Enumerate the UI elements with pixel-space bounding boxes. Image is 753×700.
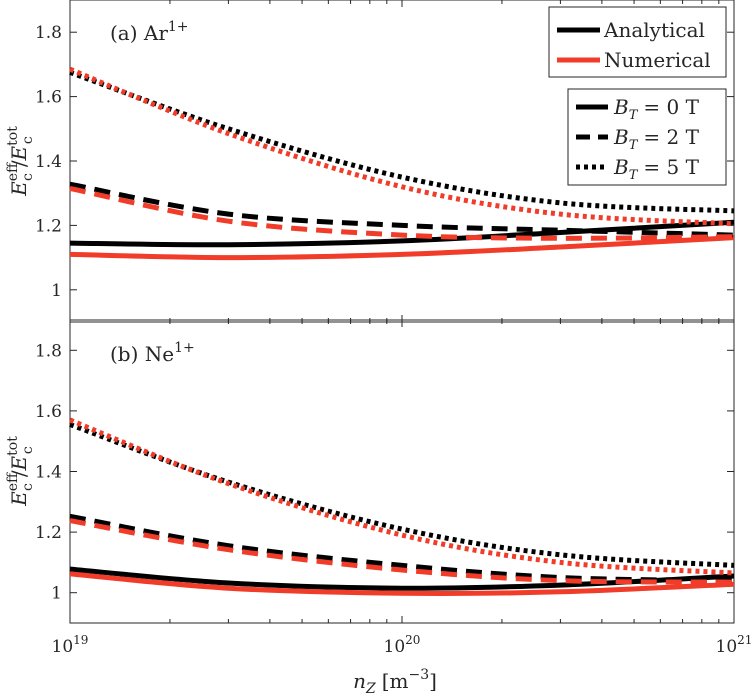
y-tick-label: 1.2 <box>35 216 62 236</box>
series-line-numerical-dash <box>69 518 735 585</box>
panel-b-y-ticks: 1 1.2 1.4 1.6 1.8 <box>35 320 735 623</box>
panel-a: 1 1.2 1.4 1.6 1.8 (a) Ar1+ Eeffc/Etotc Analy… <box>5 0 735 323</box>
x-ticks: 1019 1020 1021 <box>52 633 753 657</box>
legend-model: Analytical Numerical <box>548 6 727 78</box>
series-line-analytical-dash <box>69 181 735 238</box>
legend-numerical-label: Numerical <box>604 48 711 72</box>
panel-b-series <box>69 417 735 597</box>
series-line-analytical-dot <box>69 70 735 214</box>
x-tick-label-1e21: 1021 <box>716 633 753 657</box>
panel-b: 1 1.2 1.4 1.6 1.8 (b) Ne1+ Eeffc/Etotc 1019 … <box>5 319 753 697</box>
series-line-numerical-dot <box>69 417 735 576</box>
panel-b-y-label: Eeffc/Etotc <box>5 436 36 507</box>
series-line-numerical-solid <box>69 235 735 261</box>
y-tick-label: 1.6 <box>35 88 62 108</box>
legend-model-box <box>548 6 727 78</box>
panel-a-series <box>69 66 735 261</box>
y-tick-label: 1.2 <box>35 523 62 543</box>
y-tick-label: 1.4 <box>35 463 62 483</box>
series-line-analytical-dot <box>69 422 735 568</box>
panel-b-title: (b) Ne1+ <box>110 340 195 366</box>
legend-field: BT = 0 T BT = 2 T BT = 5 T <box>567 88 727 186</box>
y-tick-label: 1.4 <box>35 152 62 172</box>
y-tick-label: 1 <box>51 281 62 301</box>
series-line-numerical-dot <box>69 66 735 227</box>
x-tick-label-1e20: 1020 <box>384 633 421 657</box>
panel-a-y-label: Eeffc/Etotc <box>5 126 36 197</box>
y-tick-label: 1.8 <box>35 341 62 361</box>
y-tick-label: 1.6 <box>35 402 62 422</box>
series-line-analytical-solid <box>69 219 735 248</box>
legend-analytical-label: Analytical <box>603 18 705 42</box>
y-tick-label: 1.8 <box>35 23 62 43</box>
x-axis-label: nZ [m−3] <box>353 667 437 697</box>
series-line-numerical-dash <box>69 185 735 241</box>
series-line-numerical-solid <box>69 571 735 597</box>
panel-a-y-ticks: 1 1.2 1.4 1.6 1.8 <box>35 0 735 322</box>
legend-field-2-label: BT = 5 T <box>613 155 700 183</box>
x-tick-label-1e19: 1019 <box>52 633 89 657</box>
y-tick-label: 1 <box>51 584 62 604</box>
legend-field-1-label: BT = 2 T <box>613 125 700 153</box>
panel-a-title: (a) Ar1+ <box>110 19 189 45</box>
legend-field-0-label: BT = 0 T <box>613 95 700 123</box>
